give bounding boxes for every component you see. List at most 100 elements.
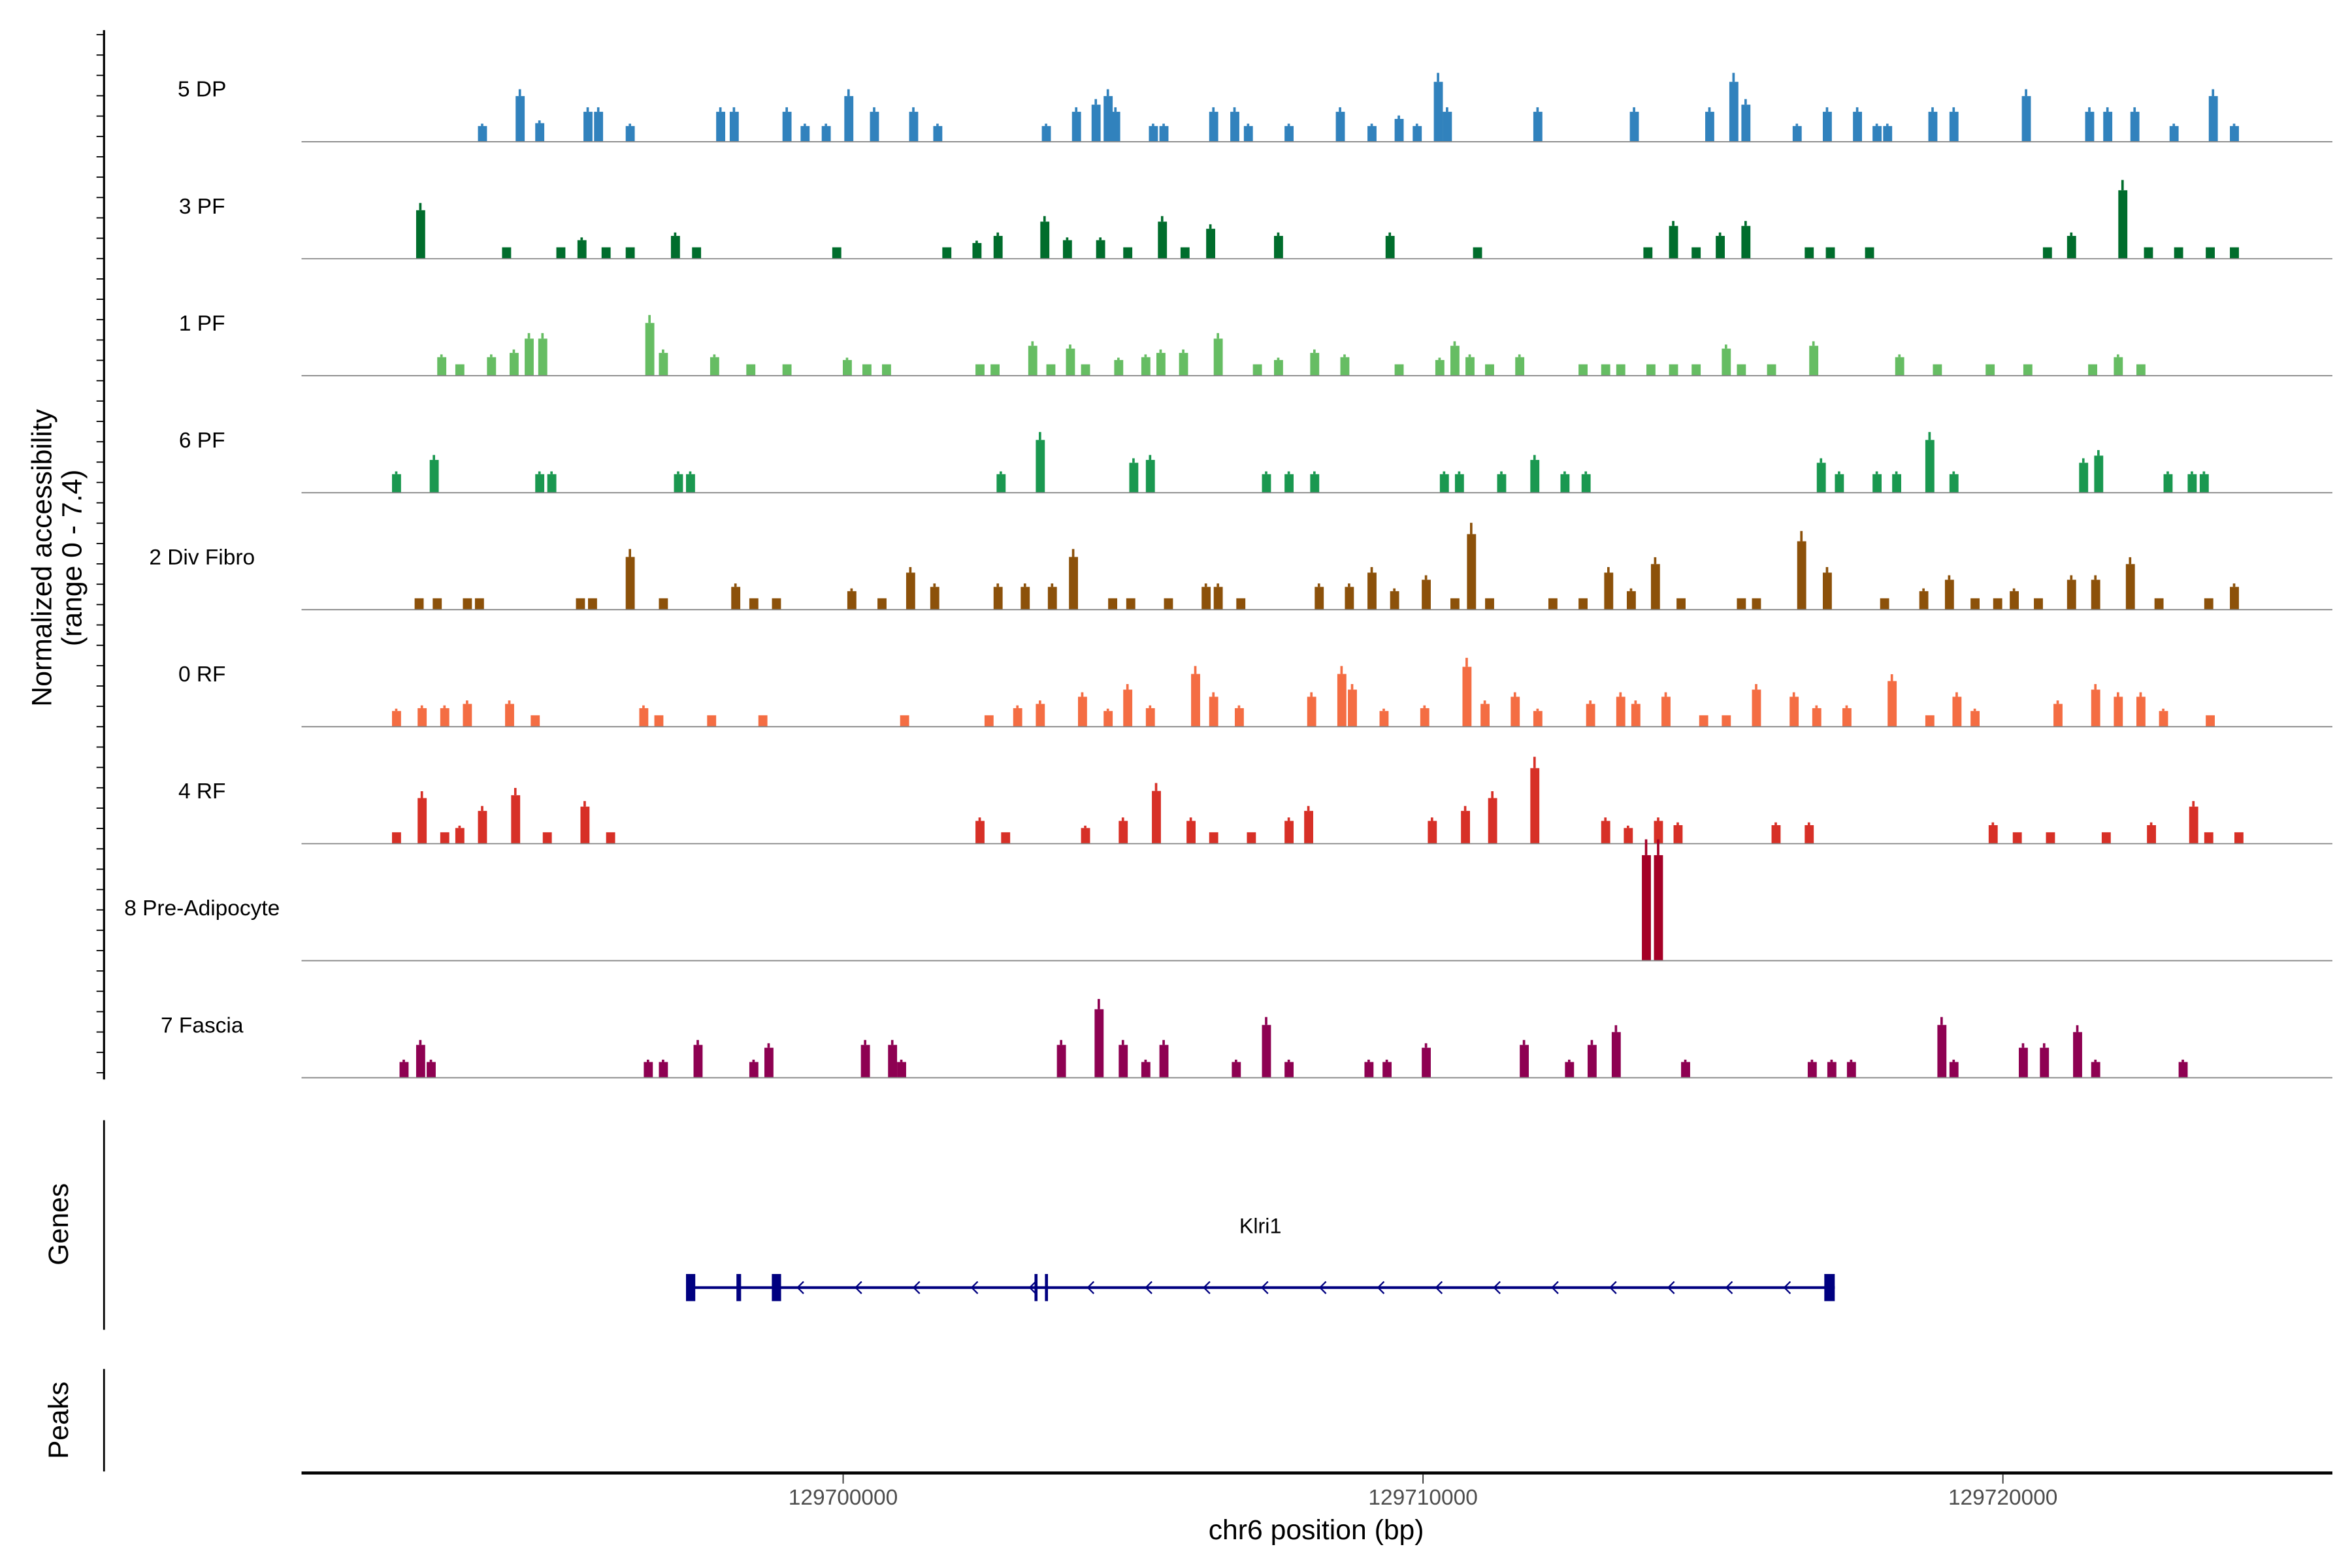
coverage-peak bbox=[1201, 587, 1211, 610]
coverage-peak bbox=[455, 364, 465, 376]
coverage-peak bbox=[933, 125, 943, 142]
coverage-peak-spike bbox=[1437, 73, 1439, 82]
coverage-peak bbox=[782, 364, 792, 376]
coverage-peak-spike bbox=[1446, 107, 1448, 112]
coverage-peak bbox=[1367, 125, 1377, 142]
coverage-peak-spike bbox=[1619, 692, 1622, 697]
coverage-peak-spike bbox=[1792, 692, 1795, 697]
coverage-peak bbox=[1422, 580, 1431, 610]
coverage-peak-spike bbox=[647, 1059, 649, 1062]
coverage-peak-spike bbox=[1031, 341, 1034, 346]
coverage-peak bbox=[1797, 541, 1806, 610]
coverage-peak-spike bbox=[1483, 700, 1486, 704]
coverage-peak-spike bbox=[1233, 107, 1236, 112]
coverage-peak bbox=[746, 364, 756, 376]
coverage-peak bbox=[1752, 598, 1761, 610]
track-label: 6 PF bbox=[179, 429, 225, 453]
coverage-peak-spike bbox=[1084, 825, 1086, 828]
coverage-peak bbox=[844, 96, 854, 142]
x-tick-label: 129710000 bbox=[1368, 1486, 1477, 1510]
coverage-peak-spike bbox=[420, 705, 423, 708]
coverage-peak bbox=[1191, 674, 1200, 727]
coverage-peak-spike bbox=[419, 1039, 422, 1045]
coverage-peak-spike bbox=[395, 471, 398, 474]
coverage-peak bbox=[588, 598, 597, 610]
coverage-peak bbox=[1616, 696, 1625, 727]
coverage-peak bbox=[399, 1062, 409, 1078]
coverage-peak bbox=[1394, 118, 1404, 142]
coverage-peak bbox=[1933, 364, 1942, 376]
coverage-peak bbox=[1691, 247, 1701, 259]
coverage-peak bbox=[2144, 247, 2153, 259]
coverage-peak bbox=[515, 96, 525, 142]
strand-arrow-icon bbox=[1028, 1281, 1037, 1294]
coverage-peak-spike bbox=[648, 315, 651, 323]
coverage-peak bbox=[478, 125, 487, 142]
coverage-peak bbox=[1533, 112, 1543, 142]
coverage-peak bbox=[416, 210, 425, 259]
coverage-peak bbox=[1616, 364, 1625, 376]
coverage-peak bbox=[1530, 768, 1540, 844]
coverage-peak-spike bbox=[1470, 523, 1473, 534]
coverage-peak-spike bbox=[1895, 471, 1898, 474]
coverage-peak-spike bbox=[1212, 692, 1215, 697]
coverage-peak-spike bbox=[1795, 123, 1799, 126]
coverage-peak bbox=[1883, 125, 1893, 142]
coverage-peak bbox=[455, 828, 465, 844]
coverage-peak-spike bbox=[1563, 471, 1566, 474]
coverage-peak-spike bbox=[1152, 123, 1154, 126]
coverage-peak-spike bbox=[1590, 1039, 1593, 1045]
coverage-peak bbox=[2206, 247, 2215, 259]
coverage-peak bbox=[1812, 708, 1821, 727]
coverage-peak bbox=[1145, 708, 1155, 727]
coverage-peak-spike bbox=[713, 354, 716, 357]
coverage-peak bbox=[2019, 1047, 2028, 1078]
coverage-peak bbox=[906, 572, 915, 610]
coverage-peak bbox=[1274, 236, 1283, 259]
coverage-peak bbox=[1729, 82, 1739, 142]
coverage-peak bbox=[1919, 591, 1929, 610]
coverage-peak-spike bbox=[1634, 700, 1637, 704]
strand-arrow-icon bbox=[1318, 1281, 1327, 1294]
track-8-pre-adipocyte: 8 Pre-Adipocyte bbox=[124, 839, 2332, 962]
coverage-peak-spike bbox=[419, 203, 422, 210]
coverage-peak-spike bbox=[1154, 783, 1158, 791]
coverage-peak bbox=[1364, 1062, 1374, 1078]
coverage-peak-spike bbox=[642, 705, 645, 708]
coverage-peak bbox=[474, 598, 484, 610]
coverage-peak bbox=[832, 247, 841, 259]
coverage-peak-spike bbox=[1424, 575, 1428, 580]
coverage-peak bbox=[639, 708, 649, 727]
coverage-peak bbox=[1152, 791, 1161, 844]
coverage-peak bbox=[674, 474, 683, 493]
coverage-peak bbox=[1949, 1062, 1959, 1078]
coverage-peak-spike bbox=[1149, 455, 1152, 460]
coverage-peak-spike bbox=[1212, 107, 1215, 112]
coverage-peak bbox=[417, 798, 427, 844]
coverage-peak bbox=[429, 459, 439, 493]
coverage-peak bbox=[930, 587, 939, 610]
coverage-peak-spike bbox=[1886, 123, 1889, 126]
track-label: 7 Fascia bbox=[161, 1013, 244, 1037]
coverage-peak-spike bbox=[1370, 123, 1373, 126]
coverage-peak bbox=[1716, 236, 1725, 259]
gene-klri1: Klri1 bbox=[686, 1215, 1835, 1301]
coverage-peak bbox=[1925, 440, 1935, 493]
coverage-peak bbox=[2091, 1062, 2100, 1078]
coverage-peak bbox=[1654, 855, 1663, 961]
coverage-peak bbox=[1895, 357, 1904, 376]
coverage-peak bbox=[975, 364, 985, 376]
coverage-peak bbox=[1040, 221, 1050, 259]
coverage-peak-spike bbox=[1066, 237, 1069, 240]
coverage-peak-spike bbox=[2117, 692, 2119, 697]
coverage-peak-spike bbox=[677, 471, 679, 474]
coverage-peak bbox=[1232, 1062, 1241, 1078]
coverage-peak-spike bbox=[1458, 471, 1461, 474]
coverage-peak bbox=[1036, 704, 1045, 727]
coverage-peak bbox=[1816, 463, 1826, 493]
coverage-peak-spike bbox=[1367, 1059, 1370, 1062]
coverage-peak-spike bbox=[2232, 123, 2236, 126]
coverage-peak bbox=[1949, 474, 1959, 493]
coverage-peak bbox=[2204, 598, 2213, 610]
coverage-peak bbox=[1581, 474, 1591, 493]
